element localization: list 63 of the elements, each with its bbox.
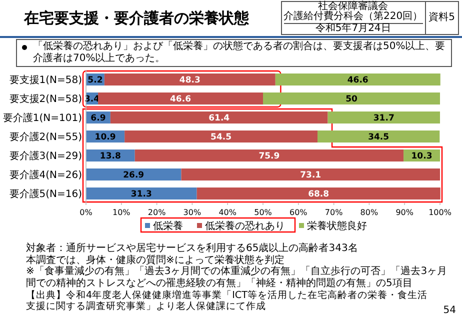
y-tick-label: 要介護3(N=29)	[9, 150, 82, 162]
text: 54	[443, 305, 456, 316]
text: 【出典】令和4年度老人保健健康増進等事業「ICT等を活用した在宅高齢者の栄養・食生活支援に関する調査研究事業」より老人保健課にて作成	[26, 290, 428, 312]
y-tick-label: 要支援2(N=58)	[9, 93, 82, 105]
x-tick-label: 50%	[254, 208, 272, 217]
x-tick-label: 100%	[428, 208, 452, 217]
x-tick-label: 80%	[360, 208, 378, 217]
x-tick-label: 60%	[290, 208, 308, 217]
data-label: 26.9	[123, 170, 144, 181]
bar	[134, 150, 404, 162]
legend-label: 低栄養の恐れあり	[205, 220, 285, 232]
bar	[275, 74, 440, 86]
data-label: 10.9	[94, 132, 116, 143]
x-tick-label: 70%	[324, 208, 344, 217]
y-tick-label: 要介護1(N=101)	[2, 112, 82, 124]
data-label: 31.7	[373, 114, 394, 124]
data-label: 54.5	[210, 132, 232, 143]
data-label: 46.6	[347, 76, 368, 86]
legend-label: 栄養状態良好	[307, 220, 367, 232]
bar	[98, 92, 263, 104]
data-label: 61.4	[208, 114, 230, 124]
text: ※「食事量減少の有無」「過去3ヶ月間での体重減少の有無」「自立歩行の可否」「過去3ヶ月間での精神的ストレスなどへの罹患経験の有無」「神経・精神的問題の有無」の5項目	[26, 266, 448, 289]
legend-label: 低栄養	[153, 220, 183, 232]
bar	[318, 130, 440, 142]
y-tick-label: 要介護4(N=26)	[9, 169, 82, 181]
data-label: 31.3	[130, 190, 152, 200]
data-label: 13.8	[100, 152, 121, 162]
x-tick-label: 30%	[183, 208, 202, 217]
text: 社会保障審議会	[318, 0, 388, 12]
bar	[104, 74, 276, 86]
x-tick-label: 40%	[218, 208, 237, 217]
text: 介護給付費分科会（第220回）	[284, 11, 423, 22]
chart-subtitle: 「低栄養の恐れあり」および「低栄養」の状態である者の割合は、要支援者は50%以上、要介護者は70%以上であった。	[16, 39, 452, 67]
bar	[110, 112, 328, 124]
bar	[181, 168, 440, 180]
bar	[196, 188, 440, 200]
data-label: 6.9	[90, 114, 106, 124]
chart-title: 在宅要支援・要介護者の栄養状態	[24, 8, 249, 28]
bar	[328, 112, 440, 124]
data-label: 75.9	[258, 152, 280, 162]
data-label: 34.5	[368, 132, 390, 143]
x-tick-label: 90%	[396, 208, 414, 217]
text: 本調査では、身体・健康の質問※によって栄養状態を判定	[26, 254, 286, 266]
data-label: 5.2	[88, 76, 103, 86]
text: 資料5	[428, 10, 456, 25]
x-tick-label: 0%	[80, 208, 93, 217]
x-tick-label: 20%	[148, 208, 166, 217]
y-tick-label: 要支援1(N=58)	[9, 74, 82, 86]
text: 令和5年7月24日	[284, 22, 423, 34]
y-tick-label: 要介護5(N=16)	[9, 188, 82, 200]
bar	[124, 130, 318, 142]
bar	[263, 92, 440, 104]
bar	[86, 188, 197, 200]
x-tick-label: 10%	[112, 208, 131, 217]
y-tick-label: 要介護2(N=55)	[9, 131, 82, 143]
text: 対象者：通所サービスや居宅サービスを利用する65歳以上の高齢者343名	[26, 243, 359, 254]
bar	[86, 168, 182, 180]
data-label: 10.3	[411, 152, 432, 162]
data-label: 46.6	[170, 94, 192, 105]
data-label: 50	[346, 94, 358, 105]
data-label: 48.3	[179, 76, 200, 86]
data-label: 73.1	[300, 170, 322, 181]
data-label: 68.8	[308, 190, 330, 200]
